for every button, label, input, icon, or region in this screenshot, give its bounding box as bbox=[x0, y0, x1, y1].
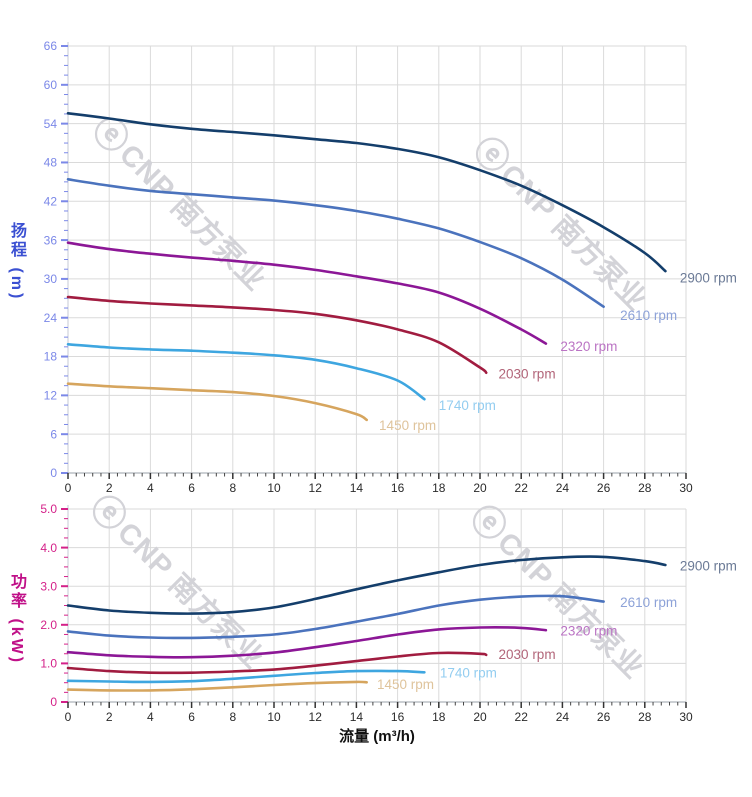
y-tick-label: 54 bbox=[44, 117, 58, 131]
x-tick-label: 4 bbox=[147, 710, 154, 724]
x-tick-label: 24 bbox=[556, 481, 570, 495]
curve-2610-rpm bbox=[66, 178, 605, 308]
x-tick-label: 26 bbox=[597, 481, 611, 495]
x-tick-label: 30 bbox=[679, 481, 693, 495]
y-tick-label: 30 bbox=[44, 272, 58, 286]
x-tick-label: 2 bbox=[106, 481, 113, 495]
curve-label-2900-rpm: 2900 rpm bbox=[680, 270, 737, 285]
y-tick-label: 3.0 bbox=[40, 579, 57, 593]
x-tick-label: 12 bbox=[309, 481, 323, 495]
x-tick-label: 26 bbox=[597, 710, 611, 724]
y-tick-label: 4.0 bbox=[40, 541, 57, 555]
curve-2900-rpm bbox=[66, 555, 667, 615]
y-tick-label: 48 bbox=[44, 156, 58, 170]
y-tick-label: 5.0 bbox=[40, 502, 57, 516]
y-tick-label: 18 bbox=[44, 350, 58, 364]
head-axis-title: 扬程 (m) bbox=[8, 222, 25, 302]
y-tick-label: 0 bbox=[50, 466, 57, 480]
y-tick-label: 12 bbox=[44, 389, 58, 403]
curve-1450-rpm bbox=[66, 680, 368, 692]
y-tick-label: 0 bbox=[50, 695, 57, 709]
x-tick-label: 14 bbox=[350, 481, 364, 495]
curve-1740-rpm bbox=[66, 669, 426, 684]
y-tick-label: 24 bbox=[44, 311, 58, 325]
y-tick-label: 36 bbox=[44, 233, 58, 247]
x-tick-label: 10 bbox=[267, 710, 281, 724]
x-tick-label: 18 bbox=[432, 481, 446, 495]
curve-2030-rpm bbox=[66, 295, 488, 374]
curve-label-1740-rpm: 1740 rpm bbox=[439, 398, 496, 413]
x-tick-label: 22 bbox=[515, 481, 529, 495]
curve-1450-rpm bbox=[66, 382, 368, 422]
curve-label-1450-rpm: 1450 rpm bbox=[377, 677, 434, 692]
y-tick-label: 6 bbox=[50, 427, 57, 441]
curve-1740-rpm bbox=[66, 343, 426, 401]
x-tick-label: 14 bbox=[350, 710, 364, 724]
curve-label-1450-rpm: 1450 rpm bbox=[379, 418, 436, 433]
curve-label-2610-rpm: 2610 rpm bbox=[620, 595, 677, 610]
curve-label-2030-rpm: 2030 rpm bbox=[499, 367, 556, 382]
curve-2610-rpm bbox=[66, 594, 605, 640]
x-tick-label: 22 bbox=[515, 710, 529, 724]
y-tick-label: 1.0 bbox=[40, 657, 57, 671]
x-tick-label: 2 bbox=[106, 710, 113, 724]
x-tick-label: 10 bbox=[267, 481, 281, 495]
x-tick-label: 4 bbox=[147, 481, 154, 495]
flow-axis-title: 流量 (m³/h) bbox=[339, 728, 415, 745]
x-tick-label: 20 bbox=[473, 481, 487, 495]
curve-2900-rpm bbox=[66, 112, 667, 273]
curve-label-1740-rpm: 1740 rpm bbox=[440, 665, 497, 680]
curve-label-2320-rpm: 2320 rpm bbox=[560, 339, 617, 354]
x-tick-label: 0 bbox=[65, 710, 72, 724]
x-tick-label: 0 bbox=[65, 481, 72, 495]
x-tick-label: 28 bbox=[638, 481, 652, 495]
y-tick-label: 66 bbox=[44, 39, 58, 53]
curve-label-2030-rpm: 2030 rpm bbox=[499, 647, 556, 662]
x-tick-label: 30 bbox=[679, 710, 693, 724]
power-axis-title: 功率 (kW) bbox=[8, 573, 25, 666]
x-tick-label: 16 bbox=[391, 710, 405, 724]
curve-label-2900-rpm: 2900 rpm bbox=[680, 558, 737, 573]
x-tick-label: 24 bbox=[556, 710, 570, 724]
x-tick-label: 18 bbox=[432, 710, 446, 724]
x-tick-label: 20 bbox=[473, 710, 487, 724]
curve-label-2320-rpm: 2320 rpm bbox=[560, 623, 617, 638]
x-tick-label: 6 bbox=[188, 710, 195, 724]
x-tick-label: 16 bbox=[391, 481, 405, 495]
x-tick-label: 12 bbox=[309, 710, 323, 724]
x-tick-label: 8 bbox=[229, 481, 236, 495]
curve-label-2610-rpm: 2610 rpm bbox=[620, 308, 677, 323]
curve-2030-rpm bbox=[66, 651, 488, 675]
x-tick-label: 8 bbox=[229, 710, 236, 724]
x-tick-label: 6 bbox=[188, 481, 195, 495]
curve-2320-rpm bbox=[66, 626, 548, 659]
y-tick-label: 60 bbox=[44, 78, 58, 92]
y-tick-label: 42 bbox=[44, 194, 58, 208]
x-tick-label: 28 bbox=[638, 710, 652, 724]
y-tick-label: 2.0 bbox=[40, 618, 57, 632]
curve-2320-rpm bbox=[66, 241, 548, 345]
